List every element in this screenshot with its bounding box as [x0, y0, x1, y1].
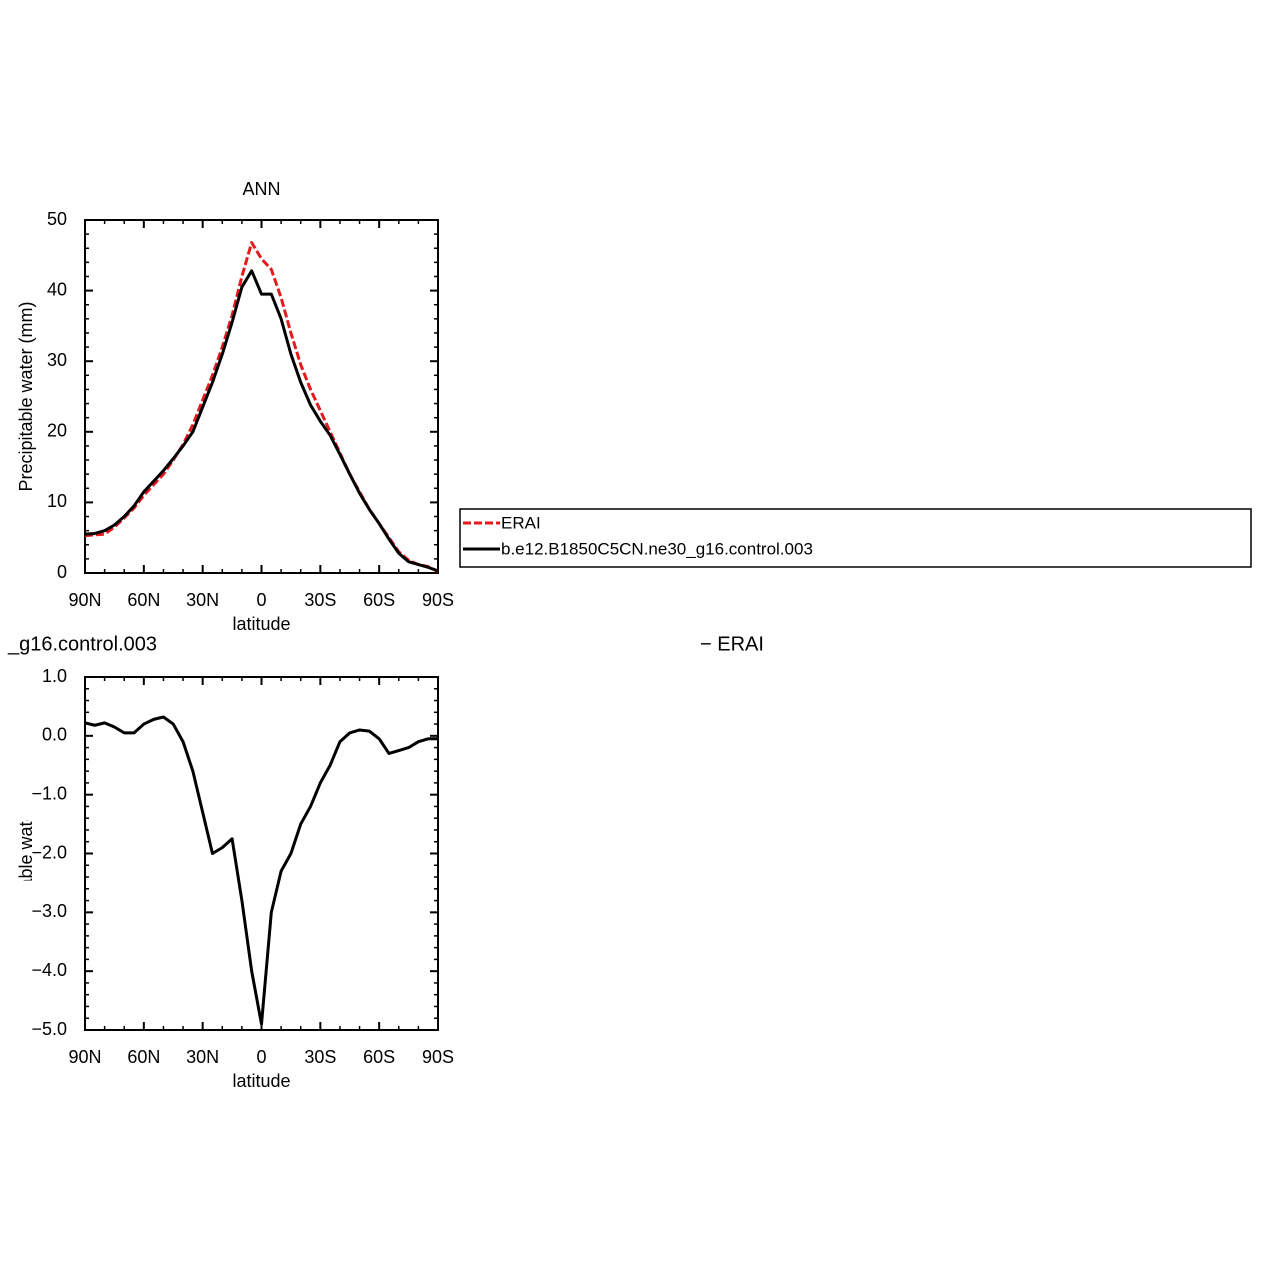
chart-title-left: _g16.control.003: [7, 633, 157, 655]
x-tick-label: 30S: [304, 1047, 336, 1067]
x-tick-label: 0: [256, 590, 266, 610]
chart-title: ANN: [242, 179, 280, 199]
y-tick-label: −3.0: [31, 901, 67, 921]
x-tick-label: 60N: [127, 1047, 160, 1067]
panel: 90N 60N 30N 0 30S 60S 90S 0 10 20 30 40 50 latitude Pr…: [16, 179, 1252, 634]
legend-box: [459, 508, 1252, 568]
chart-title-right: − ERAI: [700, 633, 764, 655]
y-tick-label: 1.0: [42, 666, 67, 686]
y-tick-label: 40: [47, 279, 67, 299]
x-tick-label: 60S: [363, 590, 395, 610]
x-tick-label: 30S: [304, 590, 336, 610]
y-tick-label: 0.0: [42, 725, 67, 745]
y-axis-label: Precipitable water (mm): [16, 758, 36, 948]
x-tick-label: 90N: [68, 1047, 101, 1067]
x-tick-label: 30N: [186, 590, 219, 610]
x-axis-label: latitude: [232, 614, 290, 634]
y-tick-label: −5.0: [31, 1019, 67, 1039]
y-tick-label: 20: [47, 421, 67, 441]
x-tick-label: 60S: [363, 1047, 395, 1067]
plot-frame: [84, 219, 439, 574]
x-axis-label: latitude: [232, 1071, 290, 1091]
series-line: [84, 715, 438, 1026]
y-tick-label: 30: [47, 350, 67, 370]
legend-label: ERAI: [501, 513, 541, 532]
x-tick-label: 90N: [68, 590, 101, 610]
x-tick-label: 30N: [186, 1047, 219, 1067]
y-tick-label: 0: [57, 562, 67, 582]
y-tick-label: 10: [47, 491, 67, 511]
x-tick-label: 60N: [127, 590, 160, 610]
y-tick-label: −1.0: [31, 783, 67, 803]
y-axis-label: Precipitable water (mm): [16, 301, 36, 491]
panel: 90N 60N 30N 0 30S 60S 90S −5.0 −4.0 −3.0 −2.0 −1.0 0…: [7, 633, 764, 1090]
x-tick-label: 90S: [422, 590, 454, 610]
x-tick-label: 0: [256, 1047, 266, 1067]
x-tick-label: 90S: [422, 1047, 454, 1067]
y-tick-label: −4.0: [31, 960, 67, 980]
legend-label: b.e12.B1850C5CN.ne30_g16.control.003: [501, 539, 813, 558]
series-line: [84, 269, 439, 573]
legend: ERAI b.e12.B1850C5CN.ne30_g16.control.003: [459, 508, 1252, 568]
y-tick-label: −2.0: [31, 842, 67, 862]
y-tick-label: 50: [47, 209, 67, 229]
